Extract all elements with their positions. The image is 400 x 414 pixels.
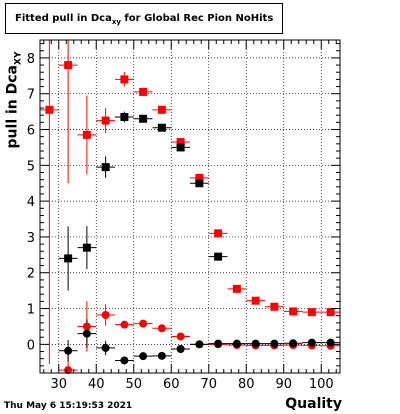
title-rest: for Global Rec Pion NoHits <box>120 13 274 24</box>
data-point-square <box>139 87 148 96</box>
data-point-circle <box>139 352 148 361</box>
data-point-square <box>195 179 204 188</box>
data-point-square <box>157 123 166 132</box>
data-point-square <box>214 252 223 261</box>
data-point-circle <box>176 332 185 341</box>
y-tick-label: 3 <box>27 231 35 246</box>
y-tick-label: 4 <box>27 195 35 210</box>
data-point-square <box>326 308 335 317</box>
x-tick-label: 50 <box>125 377 142 392</box>
data-point-square <box>289 307 298 316</box>
y-axis-label: pull in DcaXY <box>5 52 24 149</box>
data-point-square <box>139 114 148 123</box>
data-point-square <box>214 229 223 238</box>
x-tick-label: 80 <box>238 377 255 392</box>
data-point-circle <box>326 338 335 347</box>
y-axis-label-subscript: XY <box>13 51 24 65</box>
data-point-circle <box>232 339 241 348</box>
data-point-square <box>120 112 129 121</box>
tick-labels: 30 40 50 60 70 80 90 100 0 1 2 3 4 5 6 7 8 <box>27 52 334 392</box>
data-point-square <box>82 243 91 252</box>
data-point-square <box>45 105 54 114</box>
y-axis-label-main: pull in Dca <box>4 65 21 149</box>
data-point-circle <box>307 338 316 347</box>
title-subscript: xy <box>111 18 121 26</box>
y-tick-label: 2 <box>27 267 35 282</box>
axis-ticks <box>40 40 340 374</box>
data-point-square <box>101 163 110 172</box>
data-point-circle <box>195 340 204 349</box>
data-point-square <box>82 130 91 139</box>
data-point-circle <box>176 345 185 354</box>
x-tick-label: 30 <box>50 377 67 392</box>
title-main: Fitted pull in Dca <box>15 13 112 24</box>
data-point-circle <box>101 343 110 352</box>
y-tick-label: 5 <box>27 159 35 174</box>
x-tick-label: 60 <box>163 377 180 392</box>
data-point-square <box>176 143 185 152</box>
data-point-square <box>64 61 73 70</box>
data-point-square <box>64 254 73 263</box>
y-tick-label: 7 <box>27 88 35 103</box>
data-point-circle <box>139 319 148 328</box>
y-tick-label: 8 <box>27 52 35 67</box>
data-point-circle <box>120 356 129 365</box>
y-axis-label-wrap: pull in DcaXY <box>2 40 26 150</box>
timestamp: Thu May 6 15:19:53 2021 <box>4 401 133 411</box>
x-tick-label: 100 <box>309 377 334 392</box>
data-point-circle <box>214 339 223 348</box>
data-point-circle <box>64 346 73 355</box>
data-point-square <box>176 138 185 147</box>
data-point-circle <box>101 310 110 319</box>
x-tick-label: 40 <box>88 377 105 392</box>
plot-frame <box>39 39 341 374</box>
data-point-square <box>157 105 166 114</box>
x-tick-label: 70 <box>200 377 217 392</box>
data-point-circle <box>157 324 166 333</box>
data-point-circle <box>82 322 91 331</box>
markers <box>45 61 335 375</box>
data-point-square <box>232 284 241 293</box>
x-tick-label: 90 <box>275 377 292 392</box>
data-point-circle <box>289 339 298 348</box>
y-tick-label: 1 <box>27 303 35 318</box>
data-point-circle <box>270 339 279 348</box>
data-point-square <box>251 296 260 305</box>
data-point-square <box>120 75 129 84</box>
data-point-circle <box>82 329 91 338</box>
data-point-square <box>307 308 316 317</box>
data-point-circle <box>157 351 166 360</box>
data-point-circle <box>120 320 129 329</box>
chart-title: Fitted pull in Dcaxy for Global Rec Pion… <box>5 3 283 34</box>
data-point-circle <box>251 339 260 348</box>
y-tick-label: 6 <box>27 124 35 139</box>
data-point-square <box>101 116 110 125</box>
data-point-square <box>270 302 279 311</box>
x-axis-label: Quality <box>285 396 342 412</box>
y-tick-label: 0 <box>27 338 35 353</box>
data-point-square <box>195 173 204 182</box>
